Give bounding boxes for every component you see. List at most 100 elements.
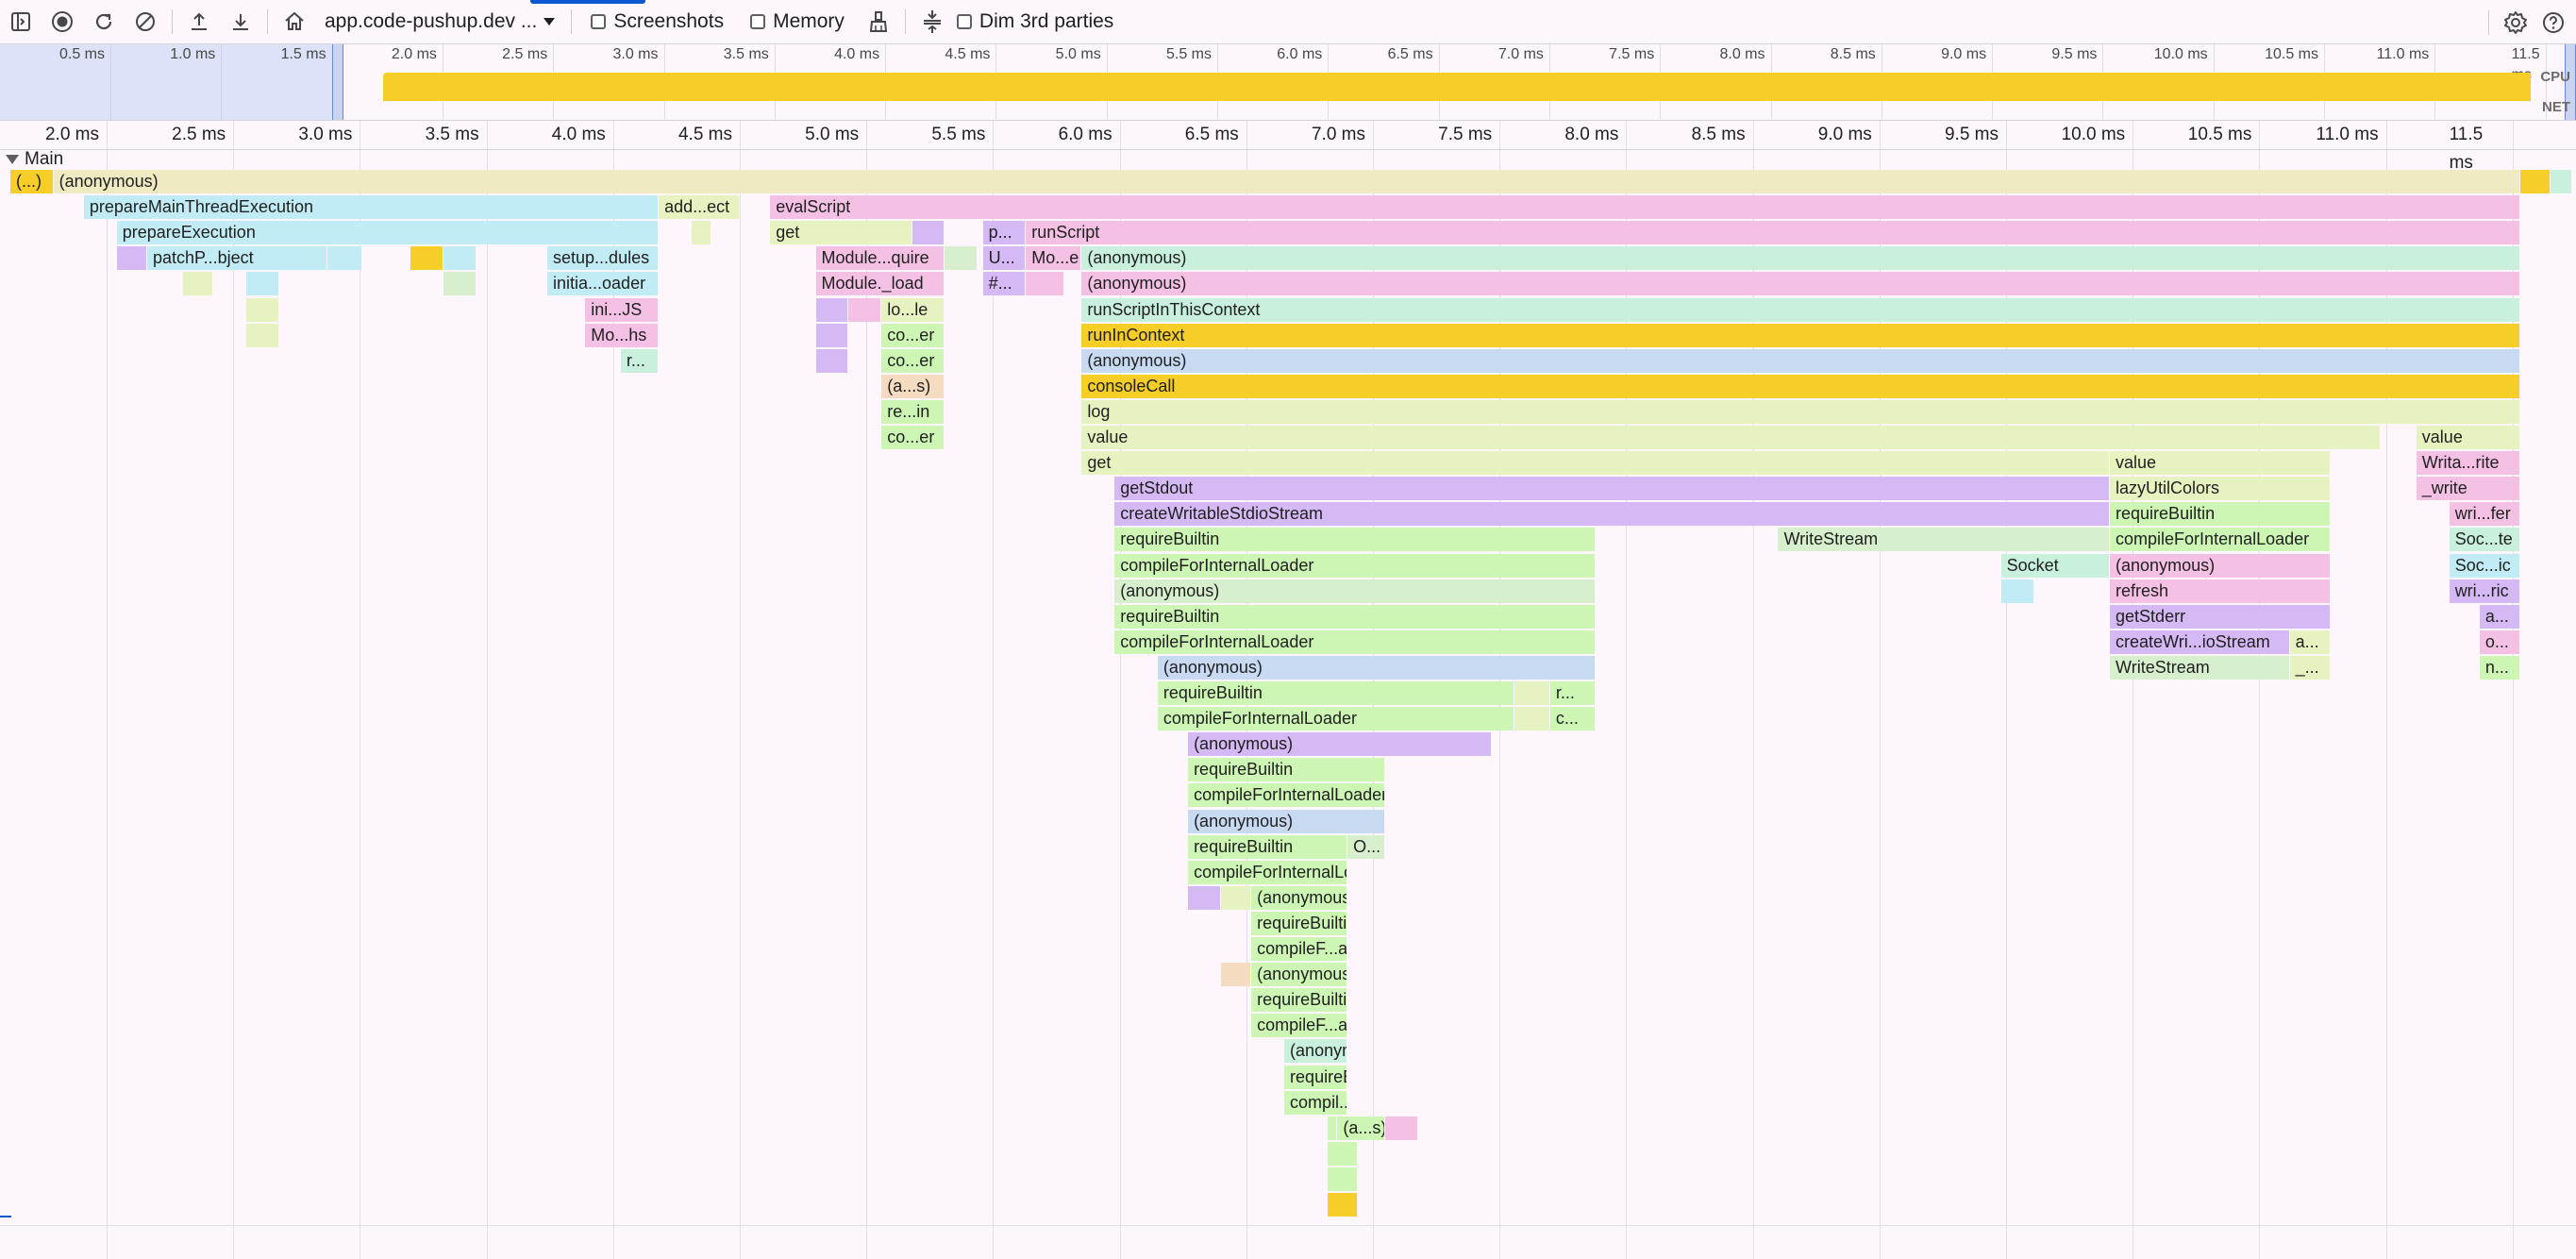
flame-entry[interactable]: compileForInternalLoader (1157, 707, 1514, 731)
flame-entry[interactable]: Soc...te (2449, 528, 2519, 552)
flame-entry[interactable]: Module._load (815, 272, 945, 296)
flame-entry[interactable]: prepareMainThreadExecution (83, 195, 659, 220)
flame-entry[interactable]: createWritableStdioStream (1114, 502, 2110, 527)
overview-left-handle[interactable] (332, 44, 343, 120)
flame-entry[interactable] (1327, 1116, 1337, 1140)
flame-entry[interactable]: evalScript (770, 195, 2519, 220)
dim-third-parties-checkbox-box[interactable] (956, 14, 972, 29)
flame-entry[interactable]: get (1081, 451, 2110, 476)
reload-record-button[interactable] (83, 1, 125, 42)
flame-entry[interactable]: co...er (881, 323, 945, 347)
flame-entry[interactable]: get (770, 221, 912, 245)
flame-entry[interactable]: getStdout (1114, 477, 2110, 501)
flame-entry[interactable]: Writa...rite (2416, 451, 2519, 476)
flame-entry[interactable]: (a...s) (1337, 1116, 1385, 1140)
flame-entry[interactable]: o... (2479, 630, 2519, 654)
flame-entry[interactable]: lazyUtilColors (2110, 477, 2330, 501)
flame-entry[interactable]: wri...fer (2449, 502, 2519, 527)
toggle-sidebar-button[interactable] (0, 1, 42, 42)
flame-entry[interactable]: requireBuiltin (1114, 528, 1596, 552)
flame-entry[interactable]: WriteStream (2110, 655, 2289, 680)
flame-entry[interactable]: requireBuiltin (1251, 911, 1347, 935)
record-button[interactable] (42, 1, 83, 42)
flame-entry[interactable]: co...er (881, 426, 945, 449)
capture-settings-button[interactable] (2495, 2, 2536, 43)
flame-entry[interactable]: (anonymous) (1188, 732, 1492, 757)
collapse-tracks-button[interactable] (912, 1, 953, 42)
flame-entry[interactable]: WriteStream (1778, 528, 2110, 552)
flame-entry[interactable] (410, 246, 443, 271)
flame-entry[interactable] (1327, 1193, 1357, 1217)
flame-entry[interactable]: compileForInternalLoader (2110, 528, 2330, 552)
flame-entry[interactable]: (anonymous) (1188, 809, 1385, 833)
flame-entry[interactable] (1188, 885, 1220, 910)
flame-entry[interactable]: a... (2479, 604, 2519, 629)
flame-entry[interactable]: (anonymous) (1081, 272, 2519, 296)
flame-entry[interactable]: _write (2416, 477, 2519, 501)
flame-entry[interactable]: refresh (2110, 579, 2330, 603)
flame-entry[interactable]: consoleCall (1081, 374, 2519, 398)
load-profile-button[interactable] (178, 1, 220, 42)
flame-entry[interactable] (1327, 1167, 1357, 1191)
flame-entry[interactable] (1220, 885, 1251, 910)
flame-entry[interactable] (443, 246, 476, 271)
flame-entry[interactable] (1514, 681, 1549, 705)
flame-entry[interactable]: (anonymous) (2110, 553, 2330, 578)
flame-entry[interactable]: re...in (881, 399, 945, 424)
flame-entry[interactable] (815, 297, 848, 322)
flame-entry[interactable]: prepareExecution (116, 221, 659, 245)
screenshots-checkbox-box[interactable] (591, 14, 607, 29)
flame-entry[interactable]: requireBuiltin (1284, 1065, 1347, 1089)
flame-entry[interactable] (1220, 963, 1251, 987)
flame-entry[interactable]: ini...JS (585, 297, 659, 322)
flame-entry[interactable]: #... (982, 272, 1026, 296)
flame-entry[interactable] (326, 246, 362, 271)
flame-entry[interactable]: runScript (1026, 221, 2519, 245)
clear-button[interactable] (125, 1, 166, 42)
screenshots-checkbox[interactable]: Screenshots (591, 10, 724, 33)
flame-entry[interactable]: requireBuiltin (2110, 502, 2330, 527)
flame-entry[interactable]: a... (2289, 630, 2330, 654)
flame-entry[interactable]: createWri...ioStream (2110, 630, 2289, 654)
home-button[interactable] (274, 1, 315, 42)
flame-entry[interactable] (945, 246, 978, 271)
flame-entry[interactable]: (anonymous) (1284, 1039, 1347, 1064)
flame-entry[interactable]: Module...quire (815, 246, 945, 271)
flame-entry[interactable]: (a...s) (881, 374, 945, 398)
shortcuts-help-button[interactable] (2536, 2, 2570, 43)
flame-entry[interactable]: value (2110, 451, 2330, 476)
flame-entry[interactable] (116, 246, 146, 271)
flame-entry[interactable]: (anonymous) (1081, 246, 2519, 271)
flame-entry[interactable]: (anonymous) (1114, 579, 1596, 603)
flame-entry[interactable]: r... (620, 348, 659, 373)
flame-entry[interactable]: requireBuiltin (1251, 988, 1347, 1013)
flame-entry[interactable]: compileF...alLoader (1251, 937, 1347, 961)
flame-entry[interactable]: Soc...ic (2449, 553, 2519, 578)
flame-entry[interactable]: compileForInternalLoader (1114, 630, 1596, 654)
flame-entry[interactable]: add...ect (659, 195, 739, 220)
flame-chart[interactable]: 2.0 ms 2.5 ms 3.0 ms 3.5 ms 4.0 ms 4.5 ms 5.0 … (0, 121, 2576, 1259)
flame-entry[interactable]: (anonymous) (1157, 655, 1596, 680)
flame-entry[interactable]: requireBuiltin (1188, 758, 1385, 782)
memory-checkbox[interactable]: Memory (750, 10, 845, 33)
flame-entry[interactable]: patchP...bject (146, 246, 326, 271)
flame-entry[interactable]: compileForInternalLoader (1188, 783, 1385, 808)
flame-entry[interactable]: compileF...alLoader (1251, 1014, 1347, 1038)
flame-entry[interactable] (912, 221, 945, 245)
memory-checkbox-box[interactable] (750, 14, 766, 29)
flame-entry[interactable]: U... (982, 246, 1026, 271)
flame-entry[interactable]: setup...dules (547, 246, 659, 271)
flame-entry[interactable] (182, 272, 212, 296)
flame-entry[interactable]: compileForInternalLoader (1188, 860, 1347, 884)
flame-entry[interactable]: value (1081, 426, 2381, 449)
flame-entry[interactable]: log (1081, 399, 2519, 424)
expand-triangle-icon[interactable] (6, 155, 19, 164)
flame-entry[interactable] (815, 323, 848, 347)
flame-entry[interactable]: initia...oader (547, 272, 659, 296)
flame-entry[interactable] (245, 297, 278, 322)
flame-entry[interactable]: (anonymous) (53, 170, 2519, 193)
flame-entry[interactable]: p... (982, 221, 1026, 245)
recording-select[interactable]: app.code-pushup.dev ... (315, 10, 565, 33)
flame-entry[interactable]: Mo...hs (585, 323, 659, 347)
flame-entry[interactable] (1026, 272, 1063, 296)
